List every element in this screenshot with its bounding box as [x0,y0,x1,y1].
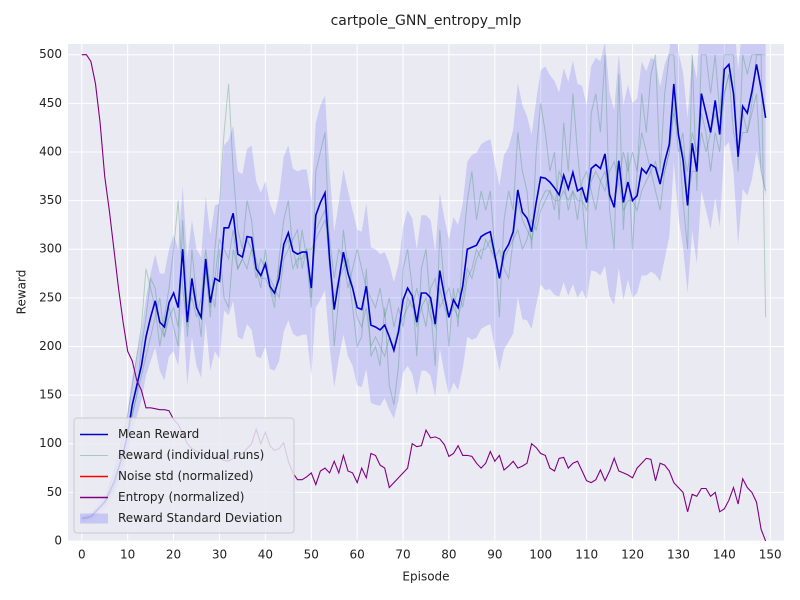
axes: 0 50 100 150 200 250 300 350 400 450 500 0 10 20 30 40 5… [39,47,782,561]
legend-label: Entropy (normalized) [118,490,244,504]
y-tick-label: 200 [39,339,62,353]
y-tick-label: 50 [47,485,62,499]
legend-label: Noise std (normalized) [118,469,254,483]
y-tick-label: 0 [54,534,62,548]
x-tick-label: 20 [166,548,181,562]
y-tick-label: 500 [39,47,62,61]
legend-label: Reward (individual runs) [118,448,264,462]
legend-box [73,417,295,534]
series-line [81,62,767,520]
legend-label: Reward Standard Deviation [118,511,282,525]
chart-title: cartpole_GNN_entropy_mlp [331,13,522,29]
legend: Mean Reward Reward (individual runs) Noise… [73,417,295,534]
y-tick-label: 100 [39,436,62,450]
y-tick-label: 350 [39,193,62,207]
run-line [81,74,767,518]
x-axis-label: Episode [402,570,449,584]
y-axis-label: Reward [15,270,29,315]
x-tick-label: 30 [212,548,227,562]
x-tick-label: 70 [395,548,410,562]
std-band [81,44,766,522]
x-tick-label: 60 [350,548,365,562]
run-line [81,54,766,522]
x-tick-label: 130 [667,548,690,562]
x-tick-label: 50 [304,548,319,562]
x-tick-label: 120 [621,548,644,562]
x-tick-label: 90 [487,548,502,562]
y-tick-label: 150 [39,388,62,402]
legend-label: Mean Reward [118,427,199,441]
y-tick-label: 300 [39,242,62,256]
legend-swatch [80,513,108,524]
x-tick-label: 100 [529,548,552,562]
x-tick-label: 40 [258,548,273,562]
grid [68,44,784,542]
x-tick-label: 0 [78,548,86,562]
x-tick-label: 110 [575,548,598,562]
y-tick-label: 400 [39,144,62,158]
x-tick-label: 80 [441,548,456,562]
x-tick-label: 150 [759,548,782,562]
y-tick-label: 250 [39,290,62,304]
marks [81,44,767,541]
x-tick-label: 140 [713,548,736,562]
y-tick-label: 450 [39,96,62,110]
x-tick-label: 10 [120,548,135,562]
